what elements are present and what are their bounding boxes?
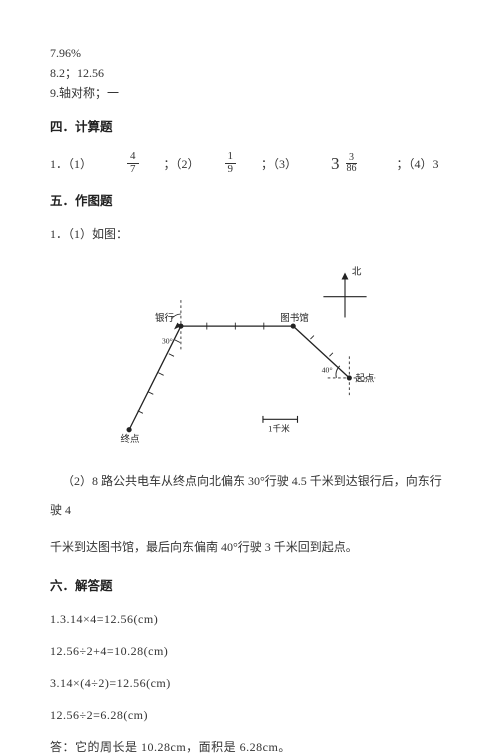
compass-icon bbox=[323, 273, 366, 318]
mixed-3-3-86: 3 3 86 bbox=[331, 151, 363, 177]
diagram-svg: 北 bbox=[50, 257, 450, 447]
sec6-l2: 12.56÷2+4=10.28(cm) bbox=[50, 642, 450, 660]
node-library bbox=[291, 324, 296, 329]
calc-row-1: 1．（1） 4 7 ；（2） 1 9 ；（3） 3 3 86 ；（4）3 bbox=[50, 151, 450, 177]
mixed-whole: 3 bbox=[331, 151, 340, 177]
fraction-4-7: 4 7 bbox=[127, 151, 139, 175]
section-6-title: 六．解答题 bbox=[50, 577, 450, 596]
node-start bbox=[347, 375, 352, 380]
angle-30-label: 30° bbox=[162, 336, 173, 345]
end-label: 终点 bbox=[120, 433, 140, 445]
sec6-l3: 3.14×(4÷2)=12.56(cm) bbox=[50, 674, 450, 692]
top-line-1: 7.96% bbox=[50, 44, 450, 62]
section-4-title: 四．计算题 bbox=[50, 118, 450, 137]
ticks-end-bank bbox=[138, 340, 180, 413]
calc-1-label: 1．（1） bbox=[50, 155, 92, 173]
section-5-title: 五．作图题 bbox=[50, 192, 450, 211]
compass-north-label: 北 bbox=[352, 266, 362, 277]
node-end bbox=[127, 427, 132, 432]
sec6-l1: 1.3.14×4=12.56(cm) bbox=[50, 610, 450, 628]
mixed-den: 86 bbox=[344, 164, 360, 175]
angle-arc-start bbox=[336, 366, 340, 378]
calc-sep-3: ；（4）3 bbox=[397, 155, 439, 173]
calc-sep-2: ；（3） bbox=[261, 155, 297, 173]
bank-label: 银行 bbox=[155, 312, 175, 324]
fraction-1-9: 1 9 bbox=[225, 151, 237, 175]
segment-end-bank bbox=[129, 326, 181, 430]
sec6-l4: 12.56÷2=6.28(cm) bbox=[50, 706, 450, 724]
sec5-p1: 1．（1）如图： bbox=[50, 225, 450, 243]
top-line-3: 9.轴对称；一 bbox=[50, 84, 450, 102]
scale-bar bbox=[263, 416, 298, 423]
library-label: 图书馆 bbox=[280, 312, 309, 324]
sec5-p3: 千米到达图书馆，最后向东偏南 40°行驶 3 千米回到起点。 bbox=[50, 533, 450, 562]
route-diagram: 北 bbox=[50, 257, 450, 447]
calc-sep-1: ；（2） bbox=[164, 155, 200, 173]
sec6-l5: 答：它的周长是 10.28cm，面积是 6.28cm。 bbox=[50, 738, 450, 756]
frac1-den: 7 bbox=[127, 164, 139, 176]
top-line-2: 8.2；12.56 bbox=[50, 64, 450, 82]
start-label: 起点 bbox=[355, 373, 375, 384]
sec5-p2: （2）8 路公共电车从终点向北偏东 30°行驶 4.5 千米到达银行后，向东行驶… bbox=[50, 467, 450, 525]
angle-40-label: 40° bbox=[322, 366, 333, 375]
scale-label: 1千米 bbox=[268, 422, 290, 433]
frac2-den: 9 bbox=[225, 164, 237, 176]
